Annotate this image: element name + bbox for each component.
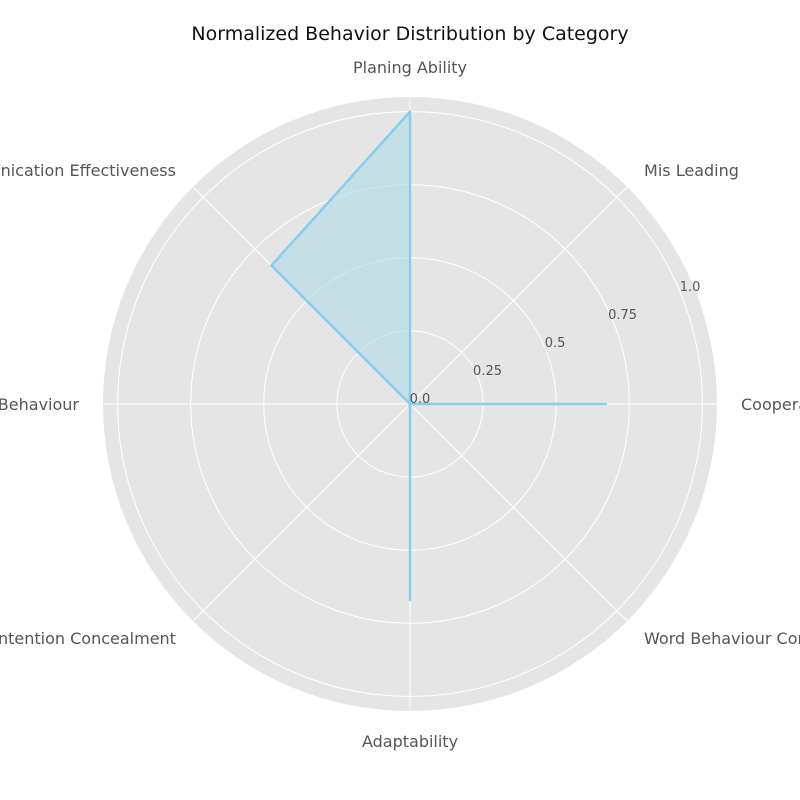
radial-tick-label: 0.0 xyxy=(410,392,431,407)
category-label: Communication Effectiveness xyxy=(0,161,176,180)
grid-spoke-7 xyxy=(409,403,628,622)
radial-tick-label: 0.75 xyxy=(608,308,637,323)
grid-spoke-5 xyxy=(192,403,411,622)
category-label: Adaptability xyxy=(362,732,458,751)
category-label: Competitive Behaviour xyxy=(0,395,79,414)
radial-tick-label: 0.25 xyxy=(473,364,502,379)
category-label: Cooperative Behaviour xyxy=(741,395,800,414)
series-line xyxy=(270,110,608,602)
radial-tick-label: 0.5 xyxy=(545,336,566,351)
series-fill xyxy=(271,111,606,600)
grid-spoke-1 xyxy=(409,186,628,405)
category-label: Planing Ability xyxy=(353,58,467,77)
chart-title: Normalized Behavior Distribution by Cate… xyxy=(191,23,628,45)
category-label: Mis Leading xyxy=(644,161,739,180)
category-label: Word Behaviour Consistency xyxy=(644,629,800,648)
radial-tick-label: 1.0 xyxy=(680,280,701,295)
category-label: Intention Concealment xyxy=(0,629,176,648)
